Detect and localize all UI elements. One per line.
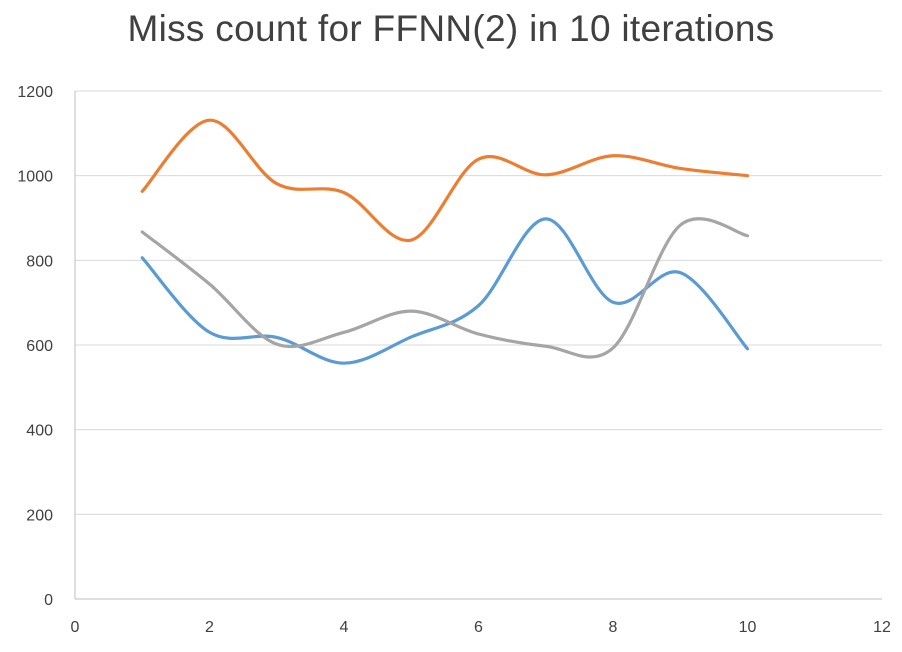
chart-title: Miss count for FFNN(2) in 10 iterations <box>127 8 775 49</box>
tick-labels: 0 200 400 600 800 1000 1200 0 2 4 6 8 10 12 <box>17 84 891 636</box>
axes <box>74 91 882 600</box>
series-lines <box>140 118 750 365</box>
x-tick-label: 2 <box>205 619 214 636</box>
x-tick-label: 12 <box>873 619 891 636</box>
series-line-1 <box>140 217 750 365</box>
series-line-3 <box>140 217 750 359</box>
series-line-2 <box>140 118 750 242</box>
y-tick-label: 1200 <box>17 84 53 101</box>
y-tick-label: 0 <box>44 592 53 609</box>
x-tick-label: 0 <box>71 619 80 636</box>
y-tick-label: 200 <box>26 507 53 524</box>
y-tick-label: 600 <box>26 338 53 355</box>
x-tick-label: 10 <box>739 619 757 636</box>
x-tick-label: 6 <box>474 619 483 636</box>
y-tick-label: 800 <box>26 253 53 270</box>
y-tick-label: 400 <box>26 423 53 440</box>
x-tick-label: 8 <box>609 619 618 636</box>
x-tick-label: 4 <box>340 619 349 636</box>
gridlines <box>75 90 882 515</box>
y-tick-label: 1000 <box>17 169 53 186</box>
